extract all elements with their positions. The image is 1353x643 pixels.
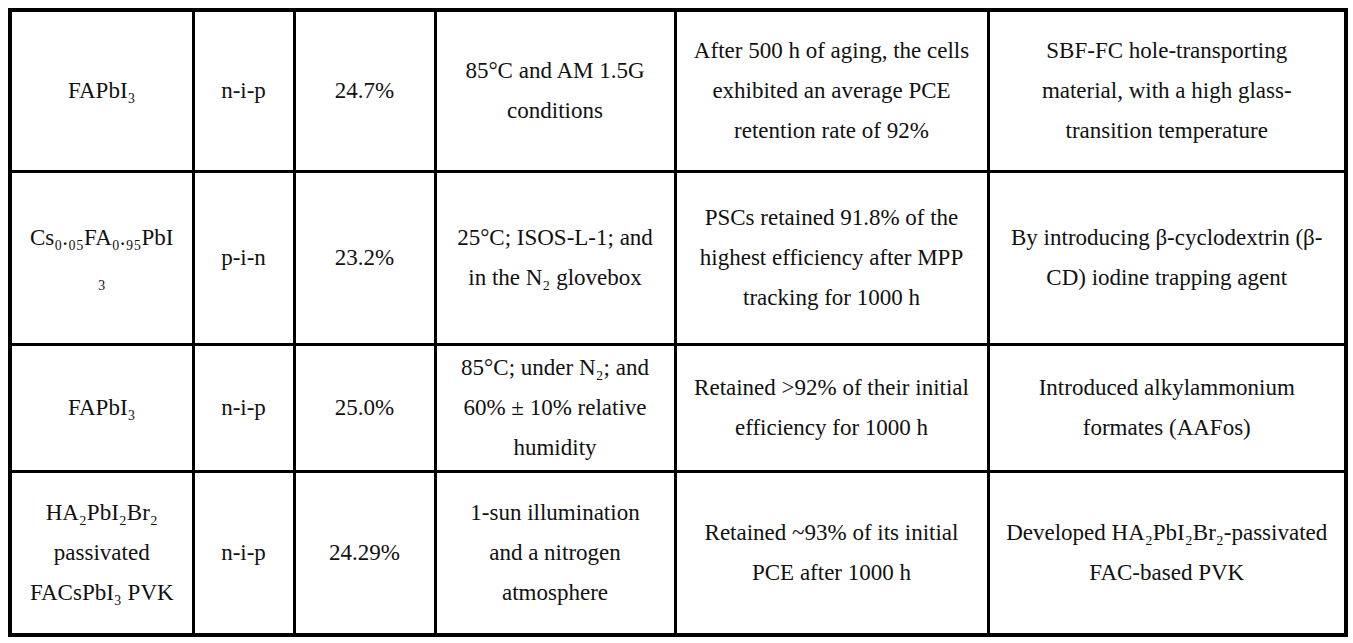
cell-conditions: 85°C; under N₂; and 60% ± 10% relative h… bbox=[435, 344, 675, 471]
cell-pce: 24.29% bbox=[294, 471, 435, 635]
table-row: HA₂PbI₂Br₂ passivated FACsPbI₃ PVK n-i-p… bbox=[10, 471, 1346, 635]
cell-feature: SBF-FC hole-transporting material, with … bbox=[988, 10, 1346, 171]
cell-structure: p-i-n bbox=[193, 171, 294, 344]
cell-stability: PSCs retained 91.8% of the highest effic… bbox=[675, 171, 988, 344]
cell-material: FAPbI₃ bbox=[10, 344, 193, 471]
cell-pce: 25.0% bbox=[294, 344, 435, 471]
cell-conditions: 85°C and AM 1.5G conditions bbox=[435, 10, 675, 171]
cell-material: FAPbI₃ bbox=[10, 10, 193, 171]
table-row: FAPbI₃ n-i-p 25.0% 85°C; under N₂; and 6… bbox=[10, 344, 1346, 471]
cell-structure: n-i-p bbox=[193, 10, 294, 171]
cell-structure: n-i-p bbox=[193, 344, 294, 471]
perovskite-stability-table: FAPbI₃ n-i-p 24.7% 85°C and AM 1.5G cond… bbox=[8, 8, 1348, 637]
cell-feature: Introduced alkylammonium formates (AAFos… bbox=[988, 344, 1346, 471]
cell-structure: n-i-p bbox=[193, 471, 294, 635]
cell-stability: After 500 h of aging, the cells exhibite… bbox=[675, 10, 988, 171]
cell-conditions: 1-sun illumination and a nitrogen atmosp… bbox=[435, 471, 675, 635]
cell-material: Cs₀.₀₅FA₀.₉₅PbI₃ bbox=[10, 171, 193, 344]
table-row: Cs₀.₀₅FA₀.₉₅PbI₃ p-i-n 23.2% 25°C; ISOS-… bbox=[10, 171, 1346, 344]
cell-material: HA₂PbI₂Br₂ passivated FACsPbI₃ PVK bbox=[10, 471, 193, 635]
cell-stability: Retained ~93% of its initial PCE after 1… bbox=[675, 471, 988, 635]
cell-pce: 23.2% bbox=[294, 171, 435, 344]
cell-stability: Retained >92% of their initial efficienc… bbox=[675, 344, 988, 471]
cell-pce: 24.7% bbox=[294, 10, 435, 171]
table-row: FAPbI₃ n-i-p 24.7% 85°C and AM 1.5G cond… bbox=[10, 10, 1346, 171]
paper-table-page: FAPbI₃ n-i-p 24.7% 85°C and AM 1.5G cond… bbox=[0, 0, 1353, 643]
cell-feature: Developed HA₂PbI₂Br₂-passivated FAC-base… bbox=[988, 471, 1346, 635]
cell-conditions: 25°C; ISOS-L-1; and in the N₂ glovebox bbox=[435, 171, 675, 344]
cell-feature: By introducing β-cyclodextrin (β-CD) iod… bbox=[988, 171, 1346, 344]
